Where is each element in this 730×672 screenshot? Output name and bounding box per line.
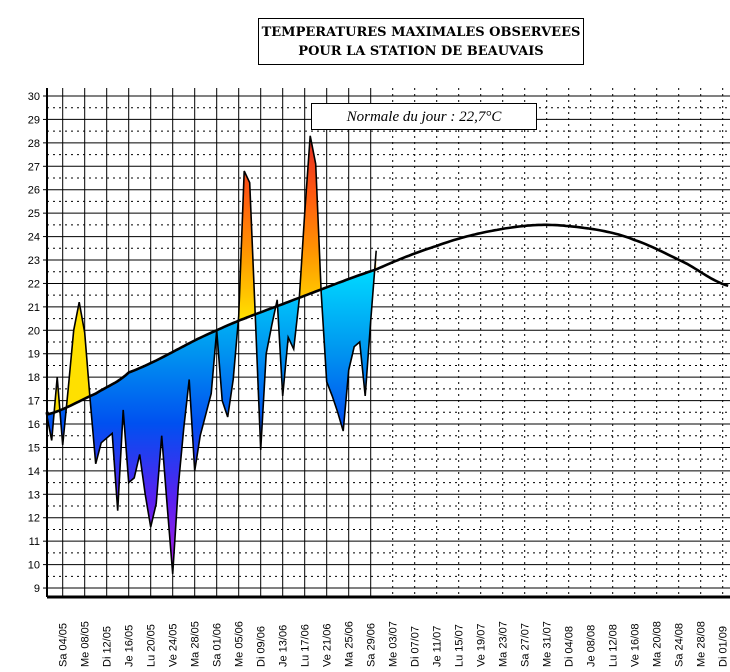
y-tick-label: 19	[28, 349, 40, 361]
x-tick-label: Lu 20/05	[146, 624, 158, 667]
series-lines	[45, 135, 729, 575]
x-tick-label: Sa 29/06	[366, 623, 378, 667]
y-tick-label: 26	[28, 185, 40, 197]
x-tick-label: Lu 17/06	[300, 624, 312, 667]
chart-title: TEMPERATURES MAXIMALES OBSERVEES POUR LA…	[258, 18, 584, 65]
x-tick-label: Ve 16/08	[630, 624, 642, 667]
x-tick-label: Lu 12/08	[608, 624, 620, 667]
y-tick-label: 24	[28, 232, 40, 244]
x-tick-label: Di 07/07	[410, 626, 422, 667]
observed-line	[45, 135, 377, 575]
x-tick-label: Je 16/05	[124, 625, 136, 667]
x-tick-label: Ma 23/07	[498, 621, 510, 667]
title-line-2: POUR LA STATION DE BEAUVAIS	[298, 44, 544, 59]
x-tick-label: Di 12/05	[102, 626, 114, 667]
y-tick-label: 15	[28, 442, 40, 454]
x-tick-label: Ve 19/07	[476, 624, 488, 667]
y-tick-label: 27	[28, 161, 40, 173]
x-tick-label: Je 11/07	[432, 626, 444, 667]
title-line-1: TEMPERATURES MAXIMALES OBSERVEES	[261, 25, 581, 40]
normal-legend: Normale du jour : 22,7°C	[311, 103, 537, 130]
x-tick-label: Sa 27/07	[520, 623, 532, 667]
x-tick-label: Ve 21/06	[322, 624, 334, 667]
y-tick-label: 17	[28, 396, 40, 408]
x-tick-label: Sa 01/06	[212, 623, 224, 667]
y-tick-label: 28	[28, 138, 40, 150]
y-tick-label: 21	[28, 302, 40, 314]
x-tick-label: Sa 04/05	[58, 623, 70, 667]
x-tick-label: Je 08/08	[586, 625, 598, 667]
y-tick-label: 30	[28, 91, 40, 103]
anomaly-fills	[46, 135, 377, 574]
y-tick-label: 29	[28, 114, 40, 126]
x-tick-label: Me 08/05	[80, 621, 92, 667]
x-tick-label: Ma 28/05	[190, 621, 202, 667]
normal-line	[45, 223, 729, 416]
x-tick-label: Ve 24/05	[168, 624, 180, 667]
y-tick-label: 22	[28, 278, 40, 290]
grid	[47, 88, 730, 597]
y-tick-label: 20	[28, 325, 40, 337]
x-tick-label: Ma 20/08	[652, 621, 664, 667]
y-tick-label: 18	[28, 372, 40, 384]
x-tick-label: Me 03/07	[388, 621, 400, 667]
y-tick-label: 23	[28, 255, 40, 267]
x-tick-label: Ma 25/06	[344, 621, 356, 667]
y-tick-label: 14	[28, 466, 40, 478]
axes: Sa 04/05 Me 08/05 Di 12/05 Je 16/05 Lu 20/05…	[28, 88, 730, 667]
x-tick-label: Me 28/08	[696, 621, 708, 667]
y-tick-label: 9	[34, 583, 40, 595]
x-tick-label: Di 09/06	[256, 626, 268, 667]
y-tick-label: 13	[28, 489, 40, 501]
x-tick-label: Me 31/07	[542, 621, 554, 667]
x-tick-label: Sa 24/08	[674, 623, 686, 667]
y-tick-label: 25	[28, 208, 40, 220]
y-tick-label: 16	[28, 419, 40, 431]
below-normal-fill	[46, 224, 377, 574]
x-tick-label: Lu 15/07	[454, 624, 466, 667]
x-tick-label: Me 05/06	[234, 621, 246, 667]
y-tick-label: 11	[29, 536, 40, 548]
x-tick-label: Je 13/06	[278, 625, 290, 667]
y-tick-label: 12	[28, 513, 40, 525]
y-tick-label: 10	[28, 560, 40, 572]
x-tick-label: Di 01/09	[718, 626, 730, 667]
x-tick-label: Di 04/08	[564, 626, 576, 667]
